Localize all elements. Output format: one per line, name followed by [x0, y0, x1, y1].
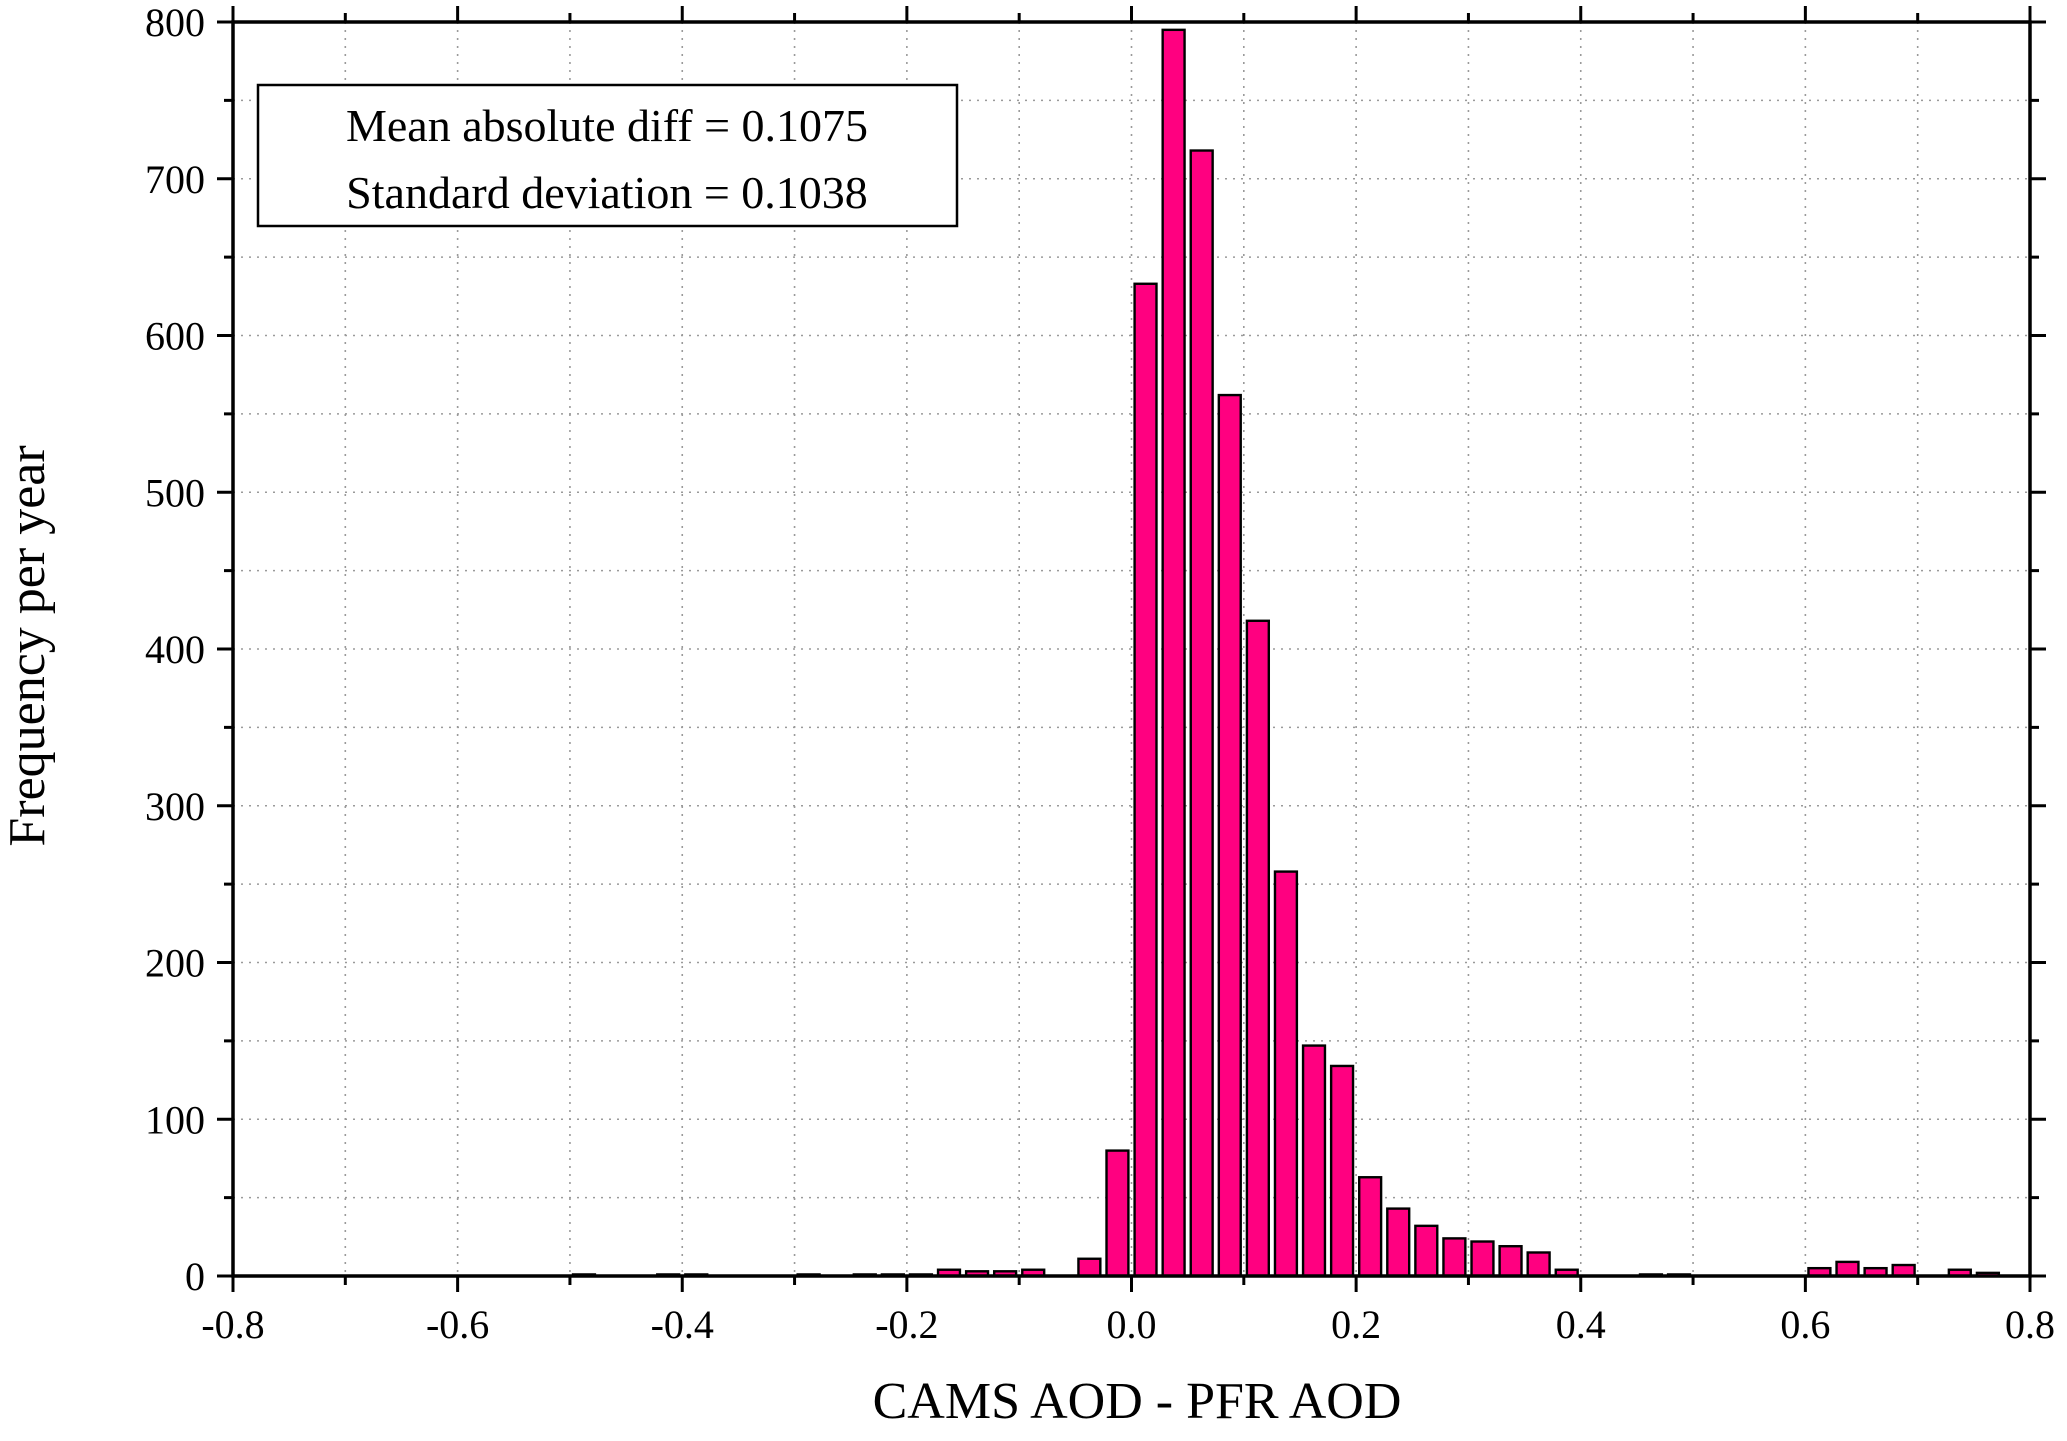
- histogram-bar: [1329, 1064, 1355, 1278]
- histogram-bar: [1835, 1260, 1860, 1278]
- histogram-bar: [1470, 1240, 1495, 1278]
- x-tick-label: 0.6: [1780, 1302, 1830, 1347]
- axis-ticks: [217, 6, 2046, 1292]
- y-tick-label: 0: [185, 1254, 205, 1299]
- y-tick-labels: 0 100 200 300 400 500 600 700 800: [145, 0, 205, 1299]
- histogram-bar: [1386, 1207, 1411, 1278]
- stats-box-frame: [256, 83, 959, 228]
- y-tick-label: 500: [145, 470, 205, 515]
- x-tick-labels: -0.8 -0.6 -0.4 -0.2 0.0 0.2 0.4 0.6 0.8: [201, 1302, 2055, 1347]
- histogram-bar: [1245, 619, 1271, 1278]
- histogram-bar: [1105, 1149, 1130, 1278]
- histogram-bar: [1273, 870, 1299, 1278]
- stats-box: Mean absolute diff = 0.1075 Standard dev…: [256, 83, 959, 228]
- x-tick-label: 0.0: [1107, 1302, 1157, 1347]
- histogram-bar: [1301, 1044, 1327, 1278]
- y-tick-label: 700: [145, 157, 205, 202]
- y-tick-label: 600: [145, 314, 205, 359]
- x-tick-label: -0.6: [426, 1302, 489, 1347]
- histogram-bar: [1442, 1237, 1467, 1278]
- histogram-bar: [1161, 28, 1186, 1278]
- histogram-bar: [1526, 1251, 1551, 1278]
- y-tick-label: 300: [145, 784, 205, 829]
- y-tick-label: 100: [145, 1097, 205, 1142]
- histogram-bar: [1189, 149, 1214, 1278]
- histogram-bars: [571, 28, 2001, 1278]
- x-tick-label: 0.8: [2005, 1302, 2055, 1347]
- y-tick-label: 400: [145, 627, 205, 672]
- y-tick-label: 800: [145, 0, 205, 45]
- x-tick-label: -0.8: [201, 1302, 264, 1347]
- mean-absolute-diff-label: Mean absolute diff = 0.1075: [346, 100, 868, 151]
- histogram-bar: [1498, 1245, 1523, 1278]
- histogram-bar: [1358, 1176, 1383, 1278]
- y-axis-title: Frequency per year: [0, 445, 56, 846]
- y-tick-label: 200: [145, 941, 205, 986]
- histogram-bar: [1414, 1224, 1439, 1278]
- histogram-bar: [1133, 282, 1158, 1278]
- x-tick-label: 0.2: [1331, 1302, 1381, 1347]
- histogram-bar: [1217, 393, 1242, 1278]
- x-tick-label: -0.4: [651, 1302, 714, 1347]
- x-axis-title: CAMS AOD - PFR AOD: [873, 1373, 1402, 1430]
- x-tick-label: -0.2: [875, 1302, 938, 1347]
- grid-lines: [233, 22, 2030, 1276]
- standard-deviation-label: Standard deviation = 0.1038: [346, 167, 868, 218]
- x-tick-label: 0.4: [1556, 1302, 1606, 1347]
- histogram-bar: [1077, 1257, 1102, 1278]
